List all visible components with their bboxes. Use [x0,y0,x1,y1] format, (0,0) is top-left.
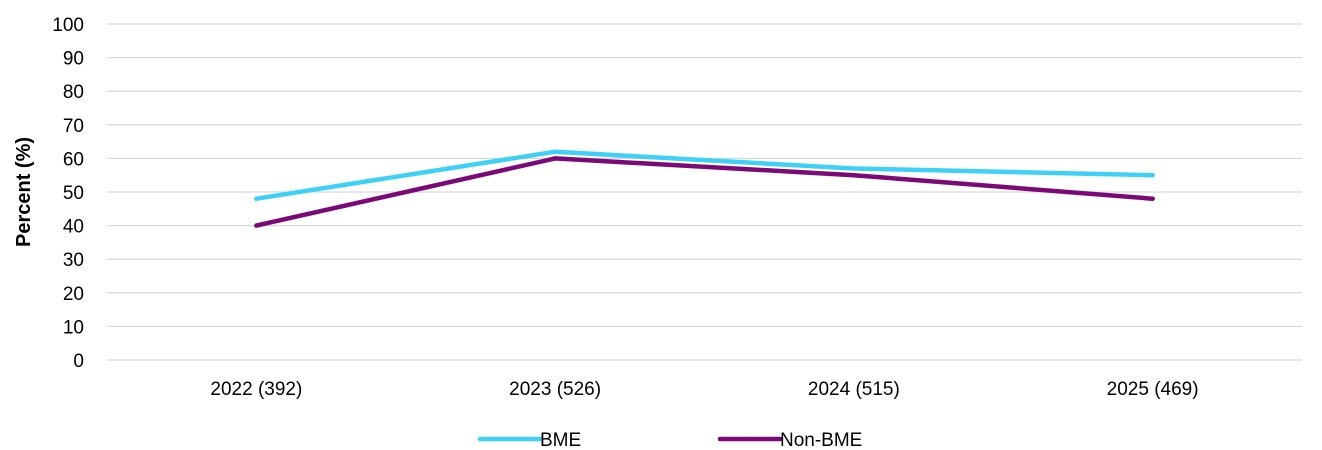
series-lines [254,149,1155,228]
data-point [552,149,558,154]
y-tick-label: 10 [63,317,84,338]
y-tick-label: 30 [63,250,84,271]
y-tick-label: 90 [63,49,84,70]
data-point [851,166,857,171]
y-tick-label: 40 [63,217,84,238]
legend: BME Non-BME [477,430,862,450]
y-tick-label: 60 [63,149,84,170]
y-tick-label: 80 [63,82,84,103]
y-axis-ticks: 0 10 20 30 40 50 60 70 80 90 100 [52,15,84,372]
legend-label-bme: BME [540,430,581,450]
series-line-non-bme [254,156,1155,228]
x-axis-ticks: 2022 (392) 2023 (526) 2024 (515) 2025 (469) [210,379,1198,400]
data-point [552,156,558,161]
x-tick-label: 2024 (515) [808,379,900,400]
x-tick-label: 2023 (526) [509,379,601,400]
y-axis-title: Percent (%) [13,137,35,247]
y-tick-label: 50 [63,183,84,204]
x-tick-label: 2022 (392) [210,379,302,400]
series-line-bme [254,149,1155,201]
y-tick-label: 0 [73,351,84,372]
y-tick-label: 20 [63,284,84,305]
x-tick-label: 2025 (469) [1107,379,1199,400]
data-point [1150,196,1155,201]
data-point [851,173,857,178]
data-point [254,223,259,228]
y-tick-label: 100 [52,15,84,36]
data-point [1150,173,1155,178]
y-tick-label: 70 [63,116,84,137]
data-point [254,196,259,201]
legend-label-non-bme: Non-BME [780,430,862,450]
